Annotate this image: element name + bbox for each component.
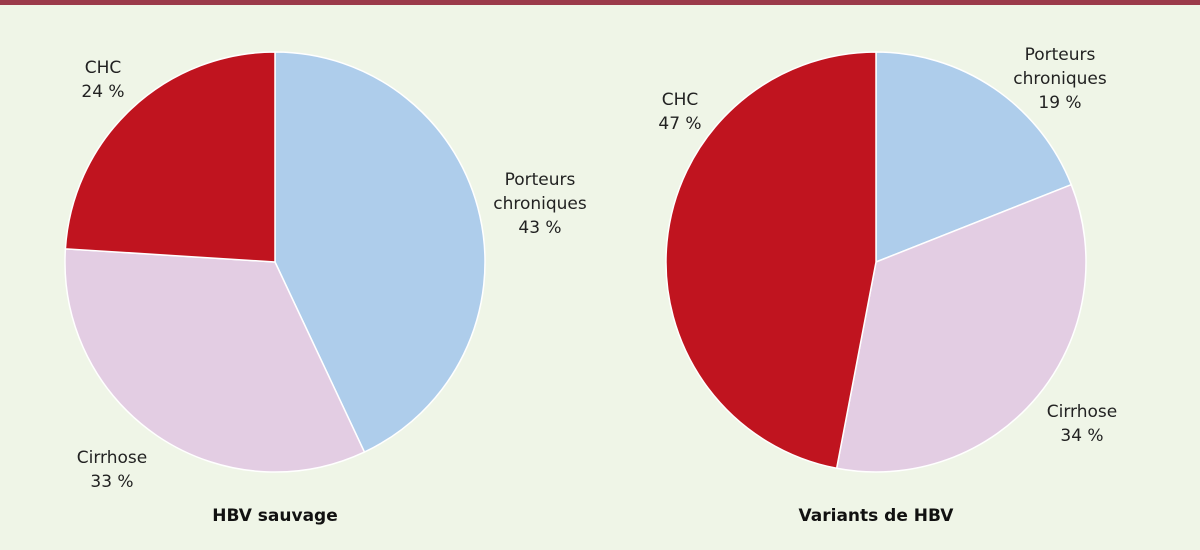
value-label: 19 % [1038, 93, 1082, 113]
value-label: 47 % [658, 114, 702, 134]
slice-label: CHC 24 % [43, 56, 163, 104]
slice-label: Porteurs chroniques 43 % [480, 168, 600, 240]
category-label: Porteurs chroniques [493, 170, 587, 214]
pie-slice [665, 51, 877, 470]
category-label: Porteurs chroniques [1013, 45, 1107, 89]
value-label: 24 % [81, 82, 125, 102]
slice-label: Porteurs chroniques 19 % [1000, 43, 1120, 115]
pie-slice [64, 51, 276, 263]
pie-slice [835, 183, 1087, 473]
category-label: Cirrhose [1046, 402, 1118, 422]
value-label: 33 % [90, 472, 134, 492]
value-label: 34 % [1060, 426, 1104, 446]
value-label: 43 % [518, 218, 562, 238]
category-label: CHC [661, 90, 699, 110]
pie-slice [64, 248, 366, 473]
top-bar [0, 0, 1200, 5]
category-label: CHC [84, 58, 122, 78]
slice-label: Cirrhose 33 % [52, 446, 172, 494]
pie-slice [274, 51, 486, 454]
chart-title: HBV sauvage [212, 506, 338, 526]
slice-label: Cirrhose 34 % [1022, 400, 1142, 448]
category-label: Cirrhose [76, 448, 148, 468]
pie-slice [875, 51, 1073, 264]
chart-title: Variants de HBV [798, 506, 954, 526]
slice-label: CHC 47 % [620, 88, 740, 136]
